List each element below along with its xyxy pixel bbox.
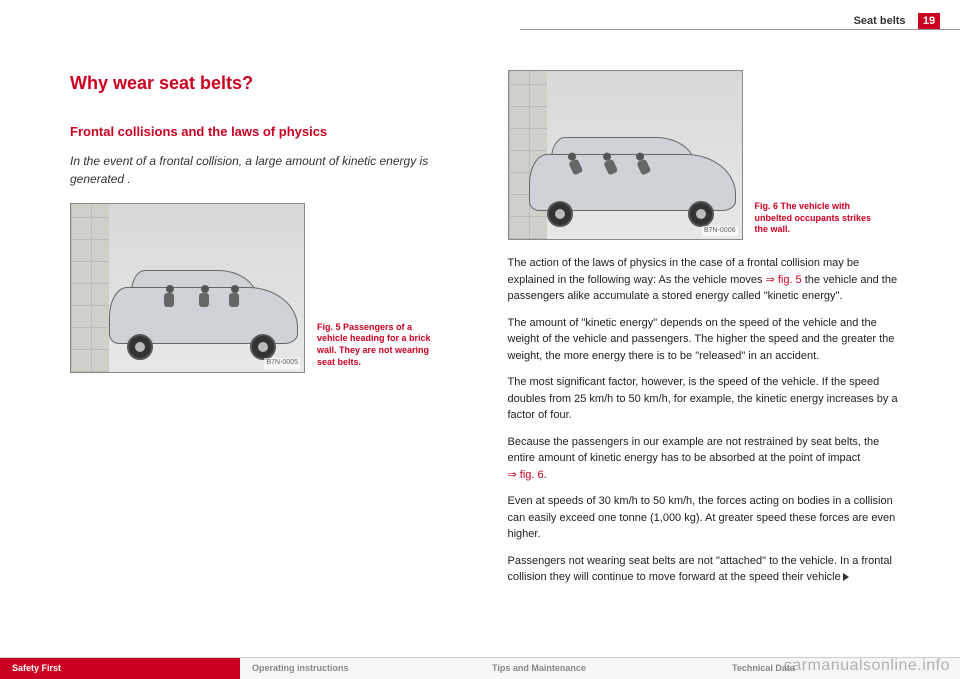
paragraph: Passengers not wearing seat belts are no…	[508, 553, 906, 586]
occupant-icon	[199, 285, 211, 307]
figure-6: B7N-0006 Fig. 6 The vehicle with unbelte…	[508, 70, 906, 240]
heading-frontal: Frontal collisions and the laws of physi…	[70, 122, 468, 142]
image-code: B7N-0005	[264, 358, 300, 369]
figure-6-image: B7N-0006	[508, 70, 743, 240]
car-icon	[109, 267, 298, 362]
page-content: Why wear seat belts? Frontal collisions …	[70, 70, 905, 596]
wheel-icon	[250, 334, 276, 360]
occupant-icon	[229, 285, 241, 307]
paragraph: Even at speeds of 30 km/h to 50 km/h, th…	[508, 493, 906, 543]
heading-why-wear: Why wear seat belts?	[70, 70, 468, 97]
figure-5-image: B7N-0005	[70, 203, 305, 373]
left-column: Why wear seat belts? Frontal collisions …	[70, 70, 468, 596]
fig-ref: ⇒ fig. 5	[766, 274, 802, 286]
right-column: B7N-0006 Fig. 6 The vehicle with unbelte…	[508, 70, 906, 596]
brick-wall-icon	[71, 204, 109, 372]
paragraph: The action of the laws of physics in the…	[508, 255, 906, 305]
fig-ref: ⇒ fig. 6	[508, 469, 544, 481]
paragraph: The most significant factor, however, is…	[508, 374, 906, 424]
page-header: Seat belts 19	[520, 12, 960, 30]
figure-5: B7N-0005 Fig. 5 Passengers of a vehicle …	[70, 203, 468, 373]
wheel-icon	[127, 334, 153, 360]
section-title: Seat belts	[854, 15, 906, 27]
paragraph: The amount of "kinetic energy" depends o…	[508, 315, 906, 365]
occupant-icon	[164, 285, 176, 307]
figure-6-caption: Fig. 6 The vehicle with unbelted occupan…	[755, 201, 875, 240]
nav-operating[interactable]: Operating instructions	[240, 657, 480, 679]
intro-text: In the event of a frontal collision, a l…	[70, 152, 468, 188]
watermark: carmanualsonline.info	[784, 657, 950, 675]
page-number: 19	[918, 13, 940, 29]
continue-arrow-icon	[843, 573, 849, 581]
image-code: B7N-0006	[702, 226, 738, 237]
wheel-icon	[688, 201, 714, 227]
car-crash-icon	[529, 134, 736, 229]
paragraph: Because the passengers in our example ar…	[508, 434, 906, 484]
nav-safety-first[interactable]: Safety First	[0, 657, 240, 679]
nav-tips[interactable]: Tips and Maintenance	[480, 657, 720, 679]
wheel-icon	[547, 201, 573, 227]
figure-5-caption: Fig. 5 Passengers of a vehicle heading f…	[317, 322, 437, 373]
